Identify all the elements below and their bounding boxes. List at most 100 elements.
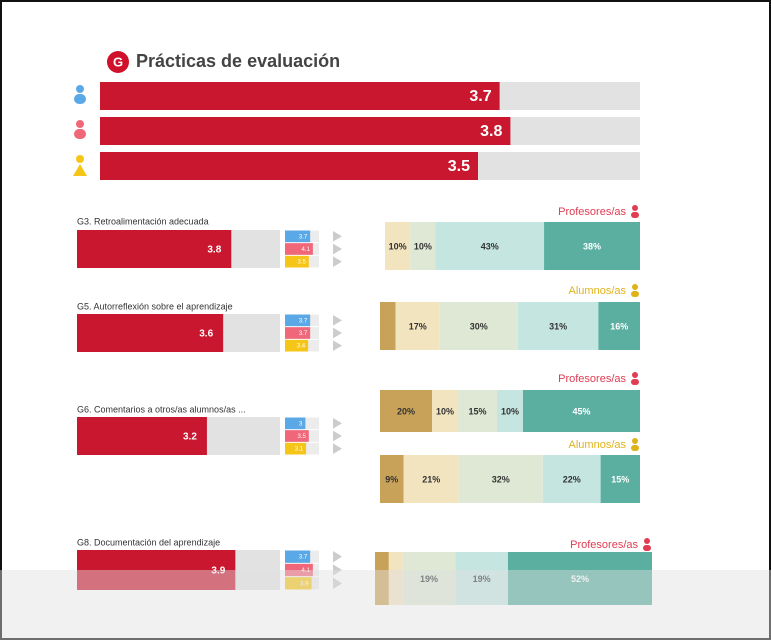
segment: [458, 455, 543, 503]
segment-label: 52%: [571, 574, 589, 584]
segment: [439, 302, 518, 350]
segment-label: 17%: [409, 321, 427, 331]
segment: [544, 222, 640, 270]
segment: [432, 390, 458, 432]
segment: [410, 222, 436, 270]
segment-label: 32%: [492, 474, 510, 484]
segment-label: 10%: [501, 406, 519, 416]
segment: [375, 552, 389, 605]
segment-label: 22%: [563, 474, 581, 484]
group-value: 3: [299, 421, 303, 427]
dist-label: Profesores/as: [570, 539, 638, 551]
group-bar: [285, 430, 309, 442]
segment-label: 30%: [470, 321, 488, 331]
bar: [100, 152, 478, 180]
segment: [455, 552, 508, 605]
overlay: [0, 570, 771, 640]
segment: [380, 302, 396, 350]
segment-label: 16%: [610, 321, 628, 331]
item-label: G3. Retroalimentación adecuada: [77, 216, 209, 226]
bar: [77, 550, 236, 590]
group-bar: [285, 417, 306, 430]
group-value: 3.7: [299, 318, 308, 324]
segment-label: 43%: [481, 241, 499, 251]
segment-label: 20%: [397, 406, 415, 416]
item-label: G8. Documentación del aprendizaje: [77, 537, 220, 547]
group-bar: [285, 577, 312, 590]
value-label: 3.9: [211, 566, 225, 577]
group-value: 3.4: [297, 344, 306, 350]
arrow: [333, 564, 342, 576]
bar: [77, 230, 232, 268]
dist-label: Profesores/as: [558, 373, 626, 385]
arrow: [333, 327, 342, 339]
bar: [100, 82, 500, 110]
segment: [402, 552, 456, 605]
group-value: 3.5: [297, 260, 306, 266]
arrow: [333, 315, 342, 326]
arrow: [333, 443, 342, 454]
segment: [497, 390, 523, 432]
segment-label: 10%: [436, 406, 454, 416]
group-bar: [285, 563, 313, 577]
role-icons: [73, 85, 87, 176]
segment: [542, 455, 601, 503]
arrow: [333, 340, 342, 351]
arrow: [333, 243, 342, 255]
segment: [517, 302, 599, 350]
segment: [458, 390, 497, 432]
group-bar: [285, 243, 313, 255]
value-label: 3.5: [448, 158, 470, 175]
segment-label: 10%: [414, 241, 432, 251]
dist-label: Alumnos/as: [569, 439, 627, 451]
value-label: 3.8: [207, 245, 221, 256]
segment-label: 9%: [385, 474, 398, 484]
group-value: 3.7: [299, 555, 308, 561]
role-icon: [632, 205, 638, 211]
segment-label: 21%: [422, 474, 440, 484]
value-label: 3.7: [469, 88, 491, 105]
badge: [107, 51, 129, 73]
group-bar: [285, 230, 311, 243]
role-icon: [632, 284, 638, 290]
segment: [600, 455, 640, 503]
role-icon: [632, 438, 638, 444]
arrow: [333, 418, 342, 429]
role-icon: [631, 291, 639, 297]
role-icon: [644, 538, 650, 544]
dist-label: Profesores/as: [558, 206, 626, 218]
value-label: 3.8: [480, 123, 502, 140]
segment: [395, 302, 440, 350]
segment: [507, 552, 652, 605]
segment-label: 19%: [473, 574, 491, 584]
segment: [523, 390, 640, 432]
segment: [380, 390, 432, 432]
arrow: [333, 256, 342, 267]
title: Prácticas de evaluación: [136, 51, 340, 71]
segment: [598, 302, 640, 350]
arrow: [333, 231, 342, 242]
value-label: 3.2: [183, 432, 197, 443]
segment-label: 31%: [549, 321, 567, 331]
bar: [77, 314, 224, 352]
group-value: 3.9: [300, 581, 309, 587]
dist-label: Alumnos/as: [569, 285, 627, 297]
role-icon: [631, 445, 639, 451]
segment: [403, 455, 459, 503]
group-bar: [285, 550, 311, 563]
badge-text: G: [113, 54, 123, 69]
value-label: 3.6: [199, 329, 213, 340]
group-value: 4.1: [302, 247, 311, 253]
segment-label: 19%: [420, 574, 438, 584]
group-bar: [285, 314, 311, 327]
bar: [100, 117, 511, 145]
group-value: 3.1: [295, 447, 304, 453]
segment-label: 10%: [389, 241, 407, 251]
group-value: 4.1: [302, 568, 311, 574]
segment-label: 15%: [468, 406, 486, 416]
segment-label: 15%: [611, 474, 629, 484]
item-label: G6. Comentarios a otros/as alumnos/as ..…: [77, 404, 246, 414]
group-bar: [285, 442, 307, 455]
group-bar: [285, 255, 309, 268]
